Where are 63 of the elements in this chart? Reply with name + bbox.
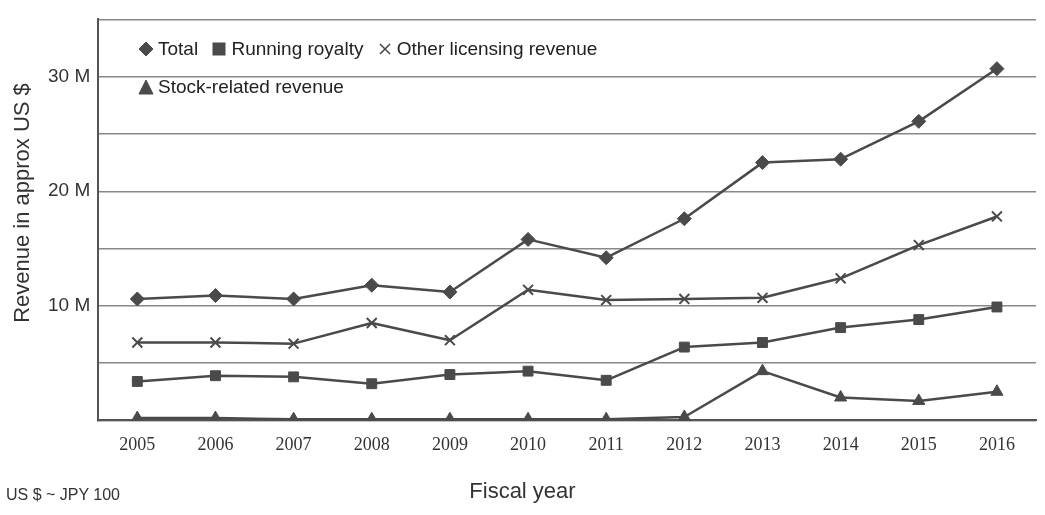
x-tick-label: 2013 <box>744 433 781 454</box>
point <box>834 272 847 285</box>
point <box>600 374 612 386</box>
x-tick-label: 2008 <box>353 433 390 454</box>
point <box>365 317 378 329</box>
point <box>520 231 536 247</box>
point <box>444 369 456 381</box>
point <box>366 378 378 390</box>
y-tick-label: 30 M <box>47 64 91 86</box>
point <box>834 389 848 402</box>
point <box>913 314 925 326</box>
point <box>209 336 222 349</box>
point <box>912 239 925 252</box>
point <box>911 113 927 129</box>
x-tick-label: 2005 <box>119 433 156 454</box>
point <box>757 337 768 348</box>
x-tick-label: 2016 <box>978 433 1015 454</box>
point <box>129 291 145 307</box>
point <box>131 376 143 387</box>
y-tick-label: 20 M <box>47 179 91 201</box>
point <box>522 365 534 377</box>
point <box>756 291 769 304</box>
point <box>676 211 692 227</box>
x-tick-label: 2012 <box>666 433 703 454</box>
point <box>443 334 456 347</box>
point <box>755 363 770 376</box>
point <box>210 370 221 382</box>
point <box>442 284 458 300</box>
point <box>833 151 849 167</box>
point <box>989 61 1005 77</box>
point <box>131 336 144 349</box>
x-tick-label: 2007 <box>275 433 312 454</box>
x-axis-title: Fiscal year <box>469 478 576 503</box>
point <box>991 301 1003 313</box>
point <box>990 384 1004 396</box>
x-tick-label: 2009 <box>431 433 468 454</box>
point <box>598 250 614 266</box>
point <box>912 393 926 405</box>
x-tick-label: 2006 <box>197 433 234 454</box>
y-axis-title: Revenue in approx US $ <box>9 82 35 325</box>
legend-label: Total <box>157 38 199 59</box>
point <box>678 293 691 305</box>
point <box>364 277 380 293</box>
point <box>287 337 300 350</box>
legend-label: Stock-related revenue <box>157 76 344 97</box>
x-tick-label: 2010 <box>510 433 547 454</box>
legend-label: Other licensing revenue <box>395 38 598 59</box>
x-tick-label: 2014 <box>822 433 859 454</box>
point <box>286 291 302 307</box>
point <box>990 210 1003 223</box>
point <box>677 409 691 421</box>
point <box>600 294 613 307</box>
point <box>522 283 534 296</box>
x-tick-label: 2015 <box>900 433 937 454</box>
point <box>288 371 300 383</box>
y-tick-label: 10 M <box>47 294 91 316</box>
text: US $ ~ JPY 100 <box>6 486 120 504</box>
legend-label: Running royalty <box>230 38 364 59</box>
point <box>754 155 770 171</box>
x-tick-label: 2011 <box>588 433 624 454</box>
point <box>207 288 223 304</box>
point <box>678 341 690 353</box>
point <box>835 322 847 334</box>
